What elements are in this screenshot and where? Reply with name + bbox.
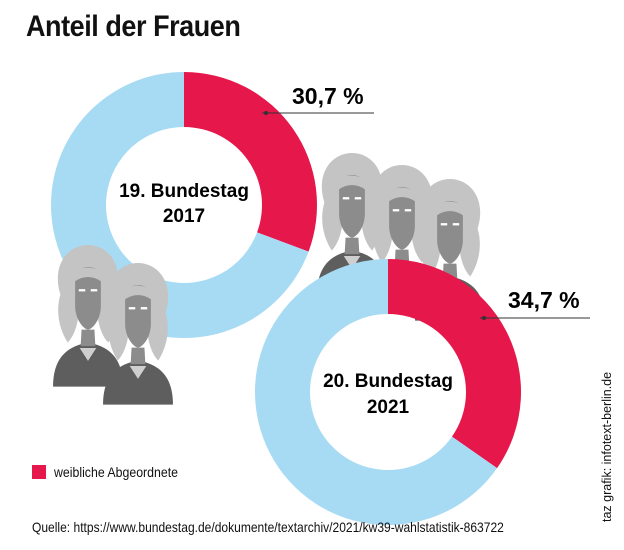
donut-chart-2021: 20. Bundestag 2021 — [255, 259, 521, 525]
donut-label-2017-line2: 2017 — [163, 206, 205, 227]
source-text: Quelle: https://www.bundestag.de/dokumen… — [32, 519, 504, 535]
legend: weibliche Abgeordnete — [32, 464, 195, 480]
women-figures-group-left — [53, 244, 173, 405]
credit-text: taz grafik: infotext-berlin.de — [600, 371, 614, 522]
donut-slice-women-2021 — [388, 259, 521, 469]
legend-label: weibliche Abgeordnete — [54, 464, 178, 480]
donut-label-2017-line1: 19. Bundestag — [119, 181, 249, 202]
donut-label-2021-line1: 20. Bundestag — [323, 371, 453, 392]
value-label-2017: 30,7 % — [292, 83, 364, 109]
woman-figure-icon — [103, 262, 173, 405]
value-callout-2021: 34,7 % — [480, 287, 590, 320]
callout-dot-2021 — [482, 316, 486, 320]
donut-label-2021-line2: 2021 — [367, 397, 410, 418]
chart-title: Anteil der Frauen — [26, 10, 241, 43]
donut-slice-women-2017 — [184, 72, 317, 252]
legend-swatch — [32, 465, 46, 479]
value-label-2021: 34,7 % — [508, 287, 580, 313]
callout-dot-2017 — [264, 111, 268, 115]
donut-slice-rest-2021 — [255, 259, 498, 525]
value-callout-2017: 30,7 % — [262, 83, 374, 115]
